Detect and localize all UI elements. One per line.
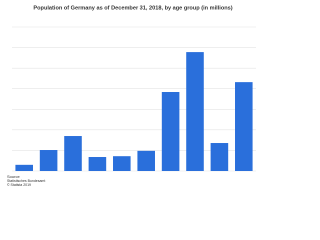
bar [186, 52, 204, 172]
bar [113, 156, 131, 171]
bar [39, 150, 58, 171]
bar [137, 150, 155, 171]
chart-title: Population of Germany as of December 31,… [33, 5, 232, 11]
bar [64, 136, 82, 171]
bar [15, 164, 33, 171]
source-label: Source [7, 174, 20, 179]
source: Statistisches Bundesamt [7, 179, 45, 183]
bar [161, 92, 180, 171]
bar [210, 143, 229, 171]
chart: Population of Germany as of December 31,… [7, 5, 256, 187]
bar [88, 157, 107, 171]
copyright: © Statista 2019 [7, 183, 31, 187]
bar [235, 82, 253, 171]
